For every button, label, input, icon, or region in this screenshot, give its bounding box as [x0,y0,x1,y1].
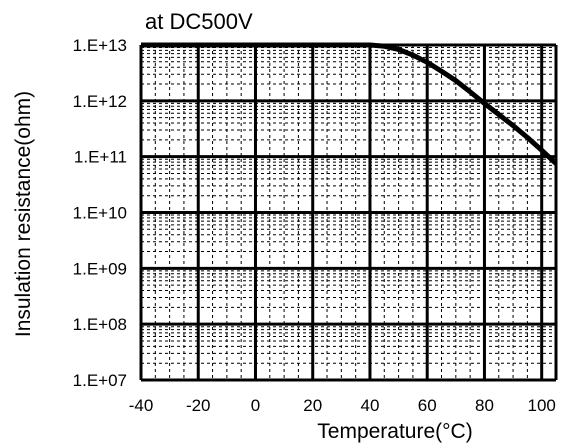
x-tick-label: 20 [303,396,322,415]
y-tick-label: 1.E+08 [73,315,127,334]
tick-labels: -40 -20 0 20 40 60 80 100 1.E+07 1.E+08 1.E+09 1.E+… [73,36,556,415]
x-tick-label: 0 [251,396,260,415]
y-tick-label: 1.E+12 [73,92,127,111]
x-tick-label: 40 [361,396,380,415]
y-tick-label: 1.E+09 [73,259,127,278]
y-axis-label: Insulation resistance(ohm) [12,91,35,337]
y-tick-label: 1.E+10 [73,204,127,223]
x-axis-label: Temperature(°C) [317,420,472,443]
y-tick-label: 1.E+13 [73,36,127,55]
y-tick-label: 1.E+11 [74,148,127,167]
x-tick-label: -40 [129,396,154,415]
x-tick-label: -20 [186,396,211,415]
x-tick-label: 60 [418,396,437,415]
series-layer [141,42,558,166]
y-tick-label: 1.E+07 [73,371,127,390]
x-tick-label: 80 [475,396,494,415]
chart-title: at DC500V [145,9,253,34]
series-line [141,42,558,166]
x-tick-label: 100 [528,396,556,415]
